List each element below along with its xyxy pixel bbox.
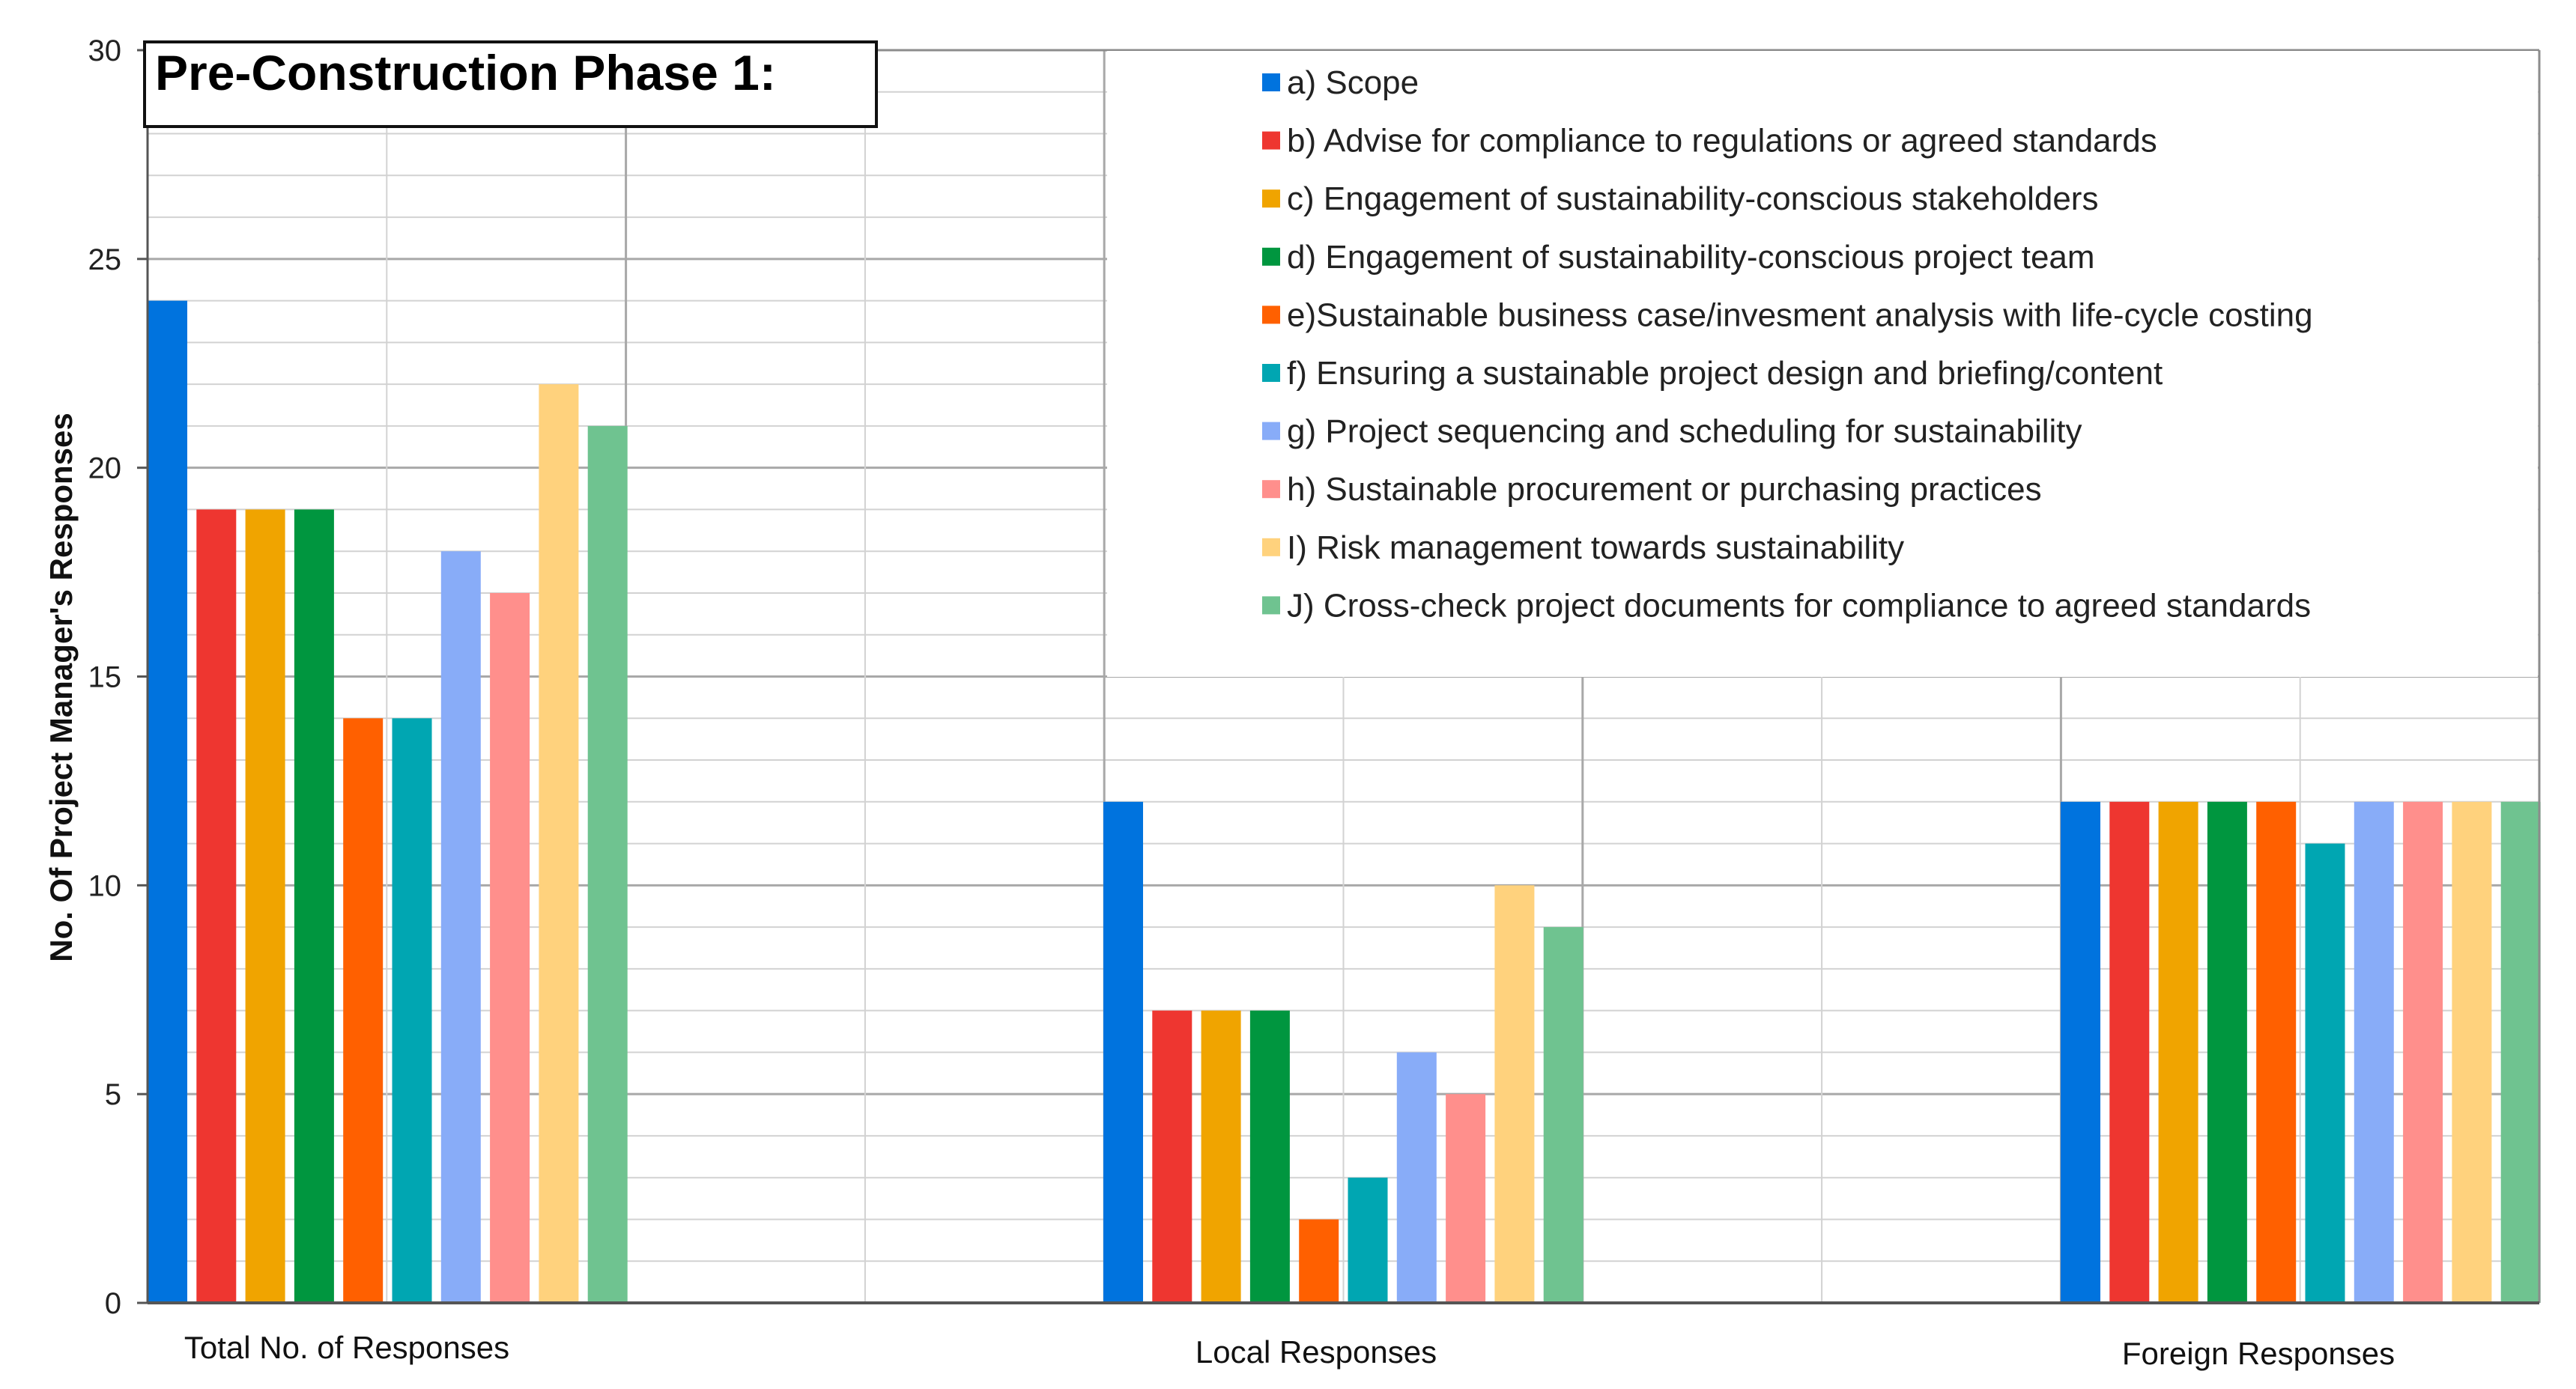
bar — [294, 509, 334, 1303]
bar — [1103, 801, 1143, 1303]
y-tick-label: 15 — [88, 661, 122, 694]
bar — [1201, 1010, 1241, 1303]
legend: a) Scope b) Advise for compliance to regu… — [1107, 51, 2538, 677]
legend-swatch — [1262, 596, 1280, 615]
x-category-label: Total No. of Responses — [184, 1330, 509, 1365]
y-tick-label: 20 — [88, 452, 122, 485]
bar — [2207, 801, 2247, 1303]
y-tick-label: 10 — [88, 869, 122, 902]
chart-title: Pre-Construction Phase 1: — [155, 45, 776, 100]
bar — [1396, 1052, 1437, 1303]
legend-label: d) Engagement of sustainability-consciou… — [1287, 239, 2095, 276]
bar — [1152, 1010, 1192, 1303]
bar — [2158, 801, 2198, 1303]
y-tick-label: 5 — [105, 1078, 121, 1111]
bar — [2403, 801, 2443, 1303]
bar — [1299, 1219, 1339, 1303]
y-tick-label: 30 — [88, 34, 122, 67]
bar — [440, 551, 481, 1303]
chart-title-box: Pre-Construction Phase 1: — [143, 40, 878, 128]
bar — [539, 384, 579, 1304]
bar — [245, 509, 285, 1303]
legend-swatch — [1262, 306, 1280, 324]
bar — [2452, 801, 2492, 1303]
bar — [148, 300, 187, 1304]
bar — [392, 718, 432, 1303]
y-tick-label: 25 — [88, 243, 122, 276]
bar — [1494, 885, 1535, 1303]
bar — [2109, 801, 2150, 1303]
bar — [2305, 843, 2345, 1303]
legend-swatch — [1262, 364, 1280, 382]
legend-label: f) Ensuring a sustainable project design… — [1287, 355, 2163, 392]
bar — [196, 509, 237, 1303]
axes: 0 5 10 15 20 25 30 — [88, 34, 2541, 1320]
legend-swatch — [1262, 480, 1280, 499]
bar — [2500, 801, 2541, 1303]
y-tick-label: 0 — [105, 1287, 121, 1320]
legend-label: c) Engagement of sustainability-consciou… — [1287, 180, 2098, 217]
y-axis-label: No. Of Project Manager's Responses — [43, 413, 79, 962]
legend-label: b) Advise for compliance to regulations … — [1287, 123, 2157, 159]
legend-swatch — [1262, 538, 1280, 556]
bars — [148, 300, 2541, 1304]
bar — [1446, 1094, 1486, 1303]
legend-box — [1107, 51, 2538, 677]
legend-swatch — [1262, 247, 1280, 266]
bar — [2061, 801, 2100, 1303]
bar — [343, 718, 384, 1303]
bar — [2354, 801, 2394, 1303]
bar — [1249, 1010, 1290, 1303]
legend-label: e)Sustainable business case/invesment an… — [1287, 297, 2313, 333]
legend-swatch — [1262, 73, 1280, 91]
bar — [587, 425, 628, 1303]
bar — [1543, 927, 1584, 1303]
bar — [490, 592, 530, 1303]
legend-label: a) Scope — [1287, 64, 1419, 101]
bar — [1348, 1177, 1388, 1303]
x-category-label: Foreign Responses — [2122, 1336, 2395, 1371]
legend-label: g) Project sequencing and scheduling for… — [1287, 413, 2082, 450]
legend-label: I) Risk management towards sustainabilit… — [1287, 529, 1904, 566]
legend-label: J) Cross-check project documents for com… — [1287, 587, 2311, 624]
title-box-frame — [143, 40, 878, 128]
category-labels: Total No. of Responses Local Responses For… — [184, 1330, 2395, 1371]
legend-swatch — [1262, 189, 1280, 208]
bar — [2256, 801, 2297, 1303]
legend-label: h) Sustainable procurement or purchasing… — [1287, 471, 2042, 508]
x-category-label: Local Responses — [1195, 1334, 1437, 1370]
legend-swatch — [1262, 131, 1280, 150]
legend-swatch — [1262, 422, 1280, 440]
